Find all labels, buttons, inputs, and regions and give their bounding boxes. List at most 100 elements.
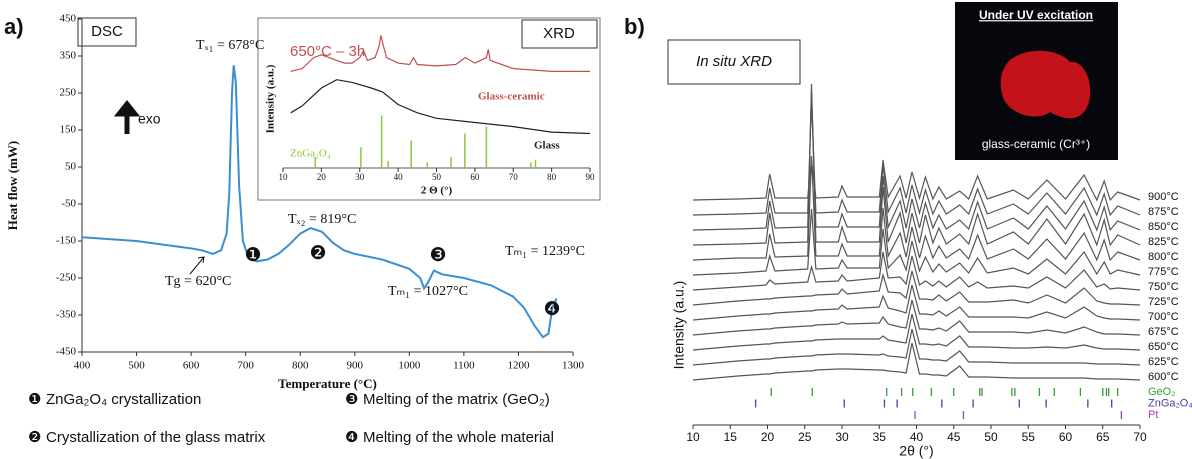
series-label: 600°C [1148, 371, 1179, 383]
y-tick-label: 450 [60, 13, 77, 25]
series-line [290, 79, 591, 135]
series-line [692, 270, 1141, 306]
title-box [521, 19, 598, 49]
x-tick-label: 50 [432, 172, 442, 182]
series-label: 800°C [1148, 251, 1179, 263]
x-tick-label: 1100 [453, 360, 475, 372]
y-tick-label: 350 [60, 50, 77, 62]
series-line [692, 342, 1141, 381]
series-line [692, 155, 1141, 262]
x-axis-label: 2 Θ (°) [421, 185, 453, 197]
series-line [81, 65, 558, 339]
tg-arrow [189, 256, 205, 275]
x-tick-label: 90 [586, 172, 596, 182]
x-tick-label: 10 [686, 430, 700, 444]
x-tick-label: 60 [470, 172, 480, 182]
title-box [77, 17, 137, 47]
x-tick-label: 60 [1059, 430, 1073, 444]
series-label: Glass [534, 140, 560, 152]
series-line [692, 159, 1141, 202]
annotation: Tg = 620°C [165, 274, 231, 289]
x-tick-label: 35 [873, 430, 887, 444]
series-label: Glass-ceramic [478, 91, 545, 103]
y-tick-label: -150 [56, 235, 77, 247]
y-axis-label: Heat flow (mW) [5, 141, 20, 231]
series-label: 825°C [1148, 236, 1179, 248]
series-line [290, 35, 590, 72]
chart-title: In situ XRD [696, 53, 772, 70]
y-axis-label: Intensity (a.u.) [265, 64, 277, 133]
x-tick-label: 20 [761, 430, 775, 444]
sample-glow [1000, 50, 1091, 119]
exo-arrow [113, 99, 141, 134]
note-marker: ❷ [28, 429, 41, 446]
x-tick-label: 40 [910, 430, 924, 444]
y-tick-label: -450 [56, 346, 77, 358]
series-label: 725°C [1148, 296, 1179, 308]
photo-title: Under UV excitation [979, 8, 1093, 22]
reference-label: ZnGa₂O₄ [290, 148, 331, 160]
panel-label: b) [624, 14, 645, 39]
x-tick-label: 40 [394, 172, 404, 182]
annotation: Tₘ₁ = 1239°C [505, 244, 585, 259]
x-tick-label: 30 [835, 430, 849, 444]
step-marker: ❷ [309, 243, 326, 264]
series-line [692, 208, 1141, 276]
series-label: 775°C [1148, 266, 1179, 278]
plots: ❶ ZnGa₂O₄ crystallization ❷ Crystallization… [5, 13, 1192, 459]
x-tick-label: 500 [128, 360, 145, 372]
y-tick-label: 50 [65, 161, 77, 173]
x-tick-label: 400 [74, 360, 91, 372]
inset-title: XRD [543, 25, 575, 42]
series-label: 625°C [1148, 356, 1179, 368]
x-tick-label: 700 [237, 360, 254, 372]
annotation: Tₓ₂ = 819°C [288, 212, 356, 227]
x-tick-label: 55 [1022, 430, 1036, 444]
inset-subtitle: 650°C – 3h [290, 43, 365, 60]
chart-title: DSC [91, 23, 123, 40]
x-tick-label: 800 [292, 360, 309, 372]
x-axis-label: 2θ (°) [899, 443, 933, 459]
series-label: 675°C [1148, 326, 1179, 338]
x-tick-label: 900 [347, 360, 364, 372]
series-label: 700°C [1148, 311, 1179, 323]
title-box [667, 39, 801, 85]
reference-label: Pt [1148, 409, 1158, 421]
series-line [692, 284, 1141, 321]
series-line [692, 328, 1141, 366]
note-marker: ❸ [345, 391, 358, 408]
annotation: Tₘ₁ = 1027°C [388, 284, 468, 299]
x-axis-label: Temperature (°C) [278, 376, 377, 391]
series-label: 650°C [1148, 341, 1179, 353]
x-tick-label: 80 [547, 172, 557, 182]
series-label: 750°C [1148, 281, 1179, 293]
x-tick-label: 30 [355, 172, 365, 182]
x-tick-label: 45 [947, 430, 961, 444]
step-marker: ❹ [543, 299, 560, 320]
photo-caption: glass-ceramic (Cr³⁺) [982, 137, 1090, 151]
x-tick-label: 15 [724, 430, 738, 444]
series-label: 900°C [1148, 191, 1179, 203]
x-tick-label: 1000 [398, 360, 421, 372]
note-text: Melting of the matrix (GeO₂) [363, 391, 550, 408]
annotation: Tₓ₁ = 678°C [196, 38, 264, 53]
x-tick-label: 600 [183, 360, 200, 372]
y-tick-label: -50 [61, 198, 76, 210]
x-tick-label: 65 [1096, 430, 1110, 444]
panel-label: a) [4, 14, 24, 39]
x-tick-label: 70 [1133, 430, 1147, 444]
x-tick-label: 1300 [562, 360, 585, 372]
series-line [692, 313, 1141, 351]
y-tick-label: 150 [60, 124, 77, 136]
x-tick-label: 10 [279, 172, 289, 182]
note-marker: ❶ [28, 391, 41, 408]
series-line [692, 251, 1141, 291]
reference-label: ZnGa₂O₄ [1148, 397, 1192, 409]
y-tick-label: 250 [60, 87, 77, 99]
y-axis-label: Intensity (a.u.) [671, 281, 687, 370]
series-label: 850°C [1148, 221, 1179, 233]
note-text: ZnGa₂O₄ crystallization [46, 391, 201, 408]
x-tick-label: 25 [798, 430, 812, 444]
note-text: Crystallization of the glass matrix [46, 429, 266, 446]
